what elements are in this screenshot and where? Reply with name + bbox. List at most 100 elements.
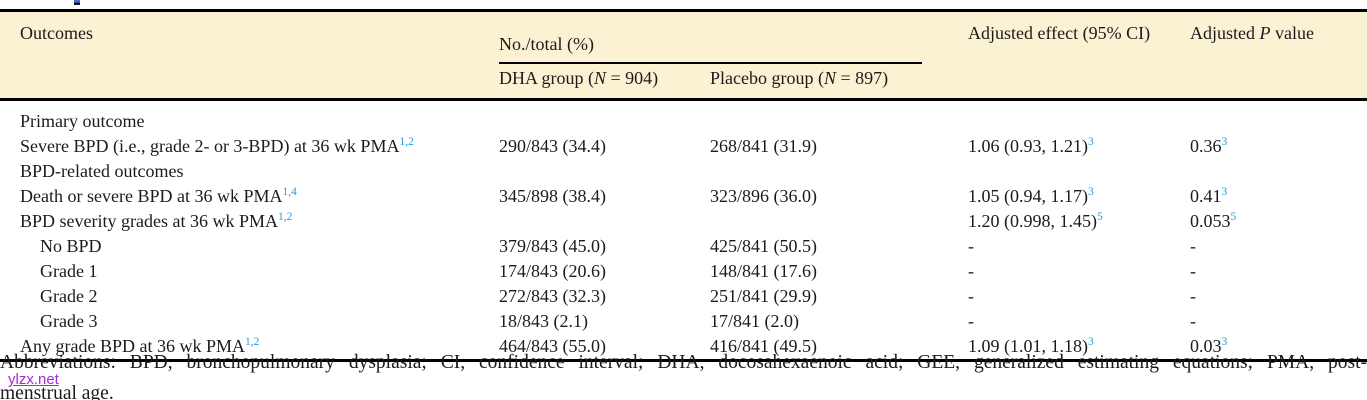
header-row-1: Outcomes No./total (%) Adjusted effect (… <box>0 10 1367 100</box>
table-row: Death or severe BPD at 36 wk PMA1,4 345/8… <box>0 184 1367 209</box>
placebo-group-post: = 897) <box>835 68 889 88</box>
abbreviations-note: Abbreviations: BPD, bronchopulmonary dys… <box>0 352 1367 400</box>
footnote-superscript: 1,2 <box>399 136 414 148</box>
watermark-link: ylzx.net <box>8 371 59 388</box>
abbreviations-line-1: Abbreviations: BPD, bronchopulmonary dys… <box>0 352 1367 373</box>
footnote-superscript: 3 <box>1221 136 1228 148</box>
footnote-superscript: 3 <box>1088 336 1094 348</box>
header-adjusted-effect: Adjusted effect (95% CI) <box>956 10 1181 100</box>
abbreviations-line-2: menstrual age. <box>0 383 114 400</box>
adjusted-effect-value: 1.05 (0.94, 1.17)3 <box>968 186 1094 206</box>
dha-value: 464/843 (55.0) <box>488 334 700 362</box>
outcome-label: Severe BPD (i.e., grade 2- or 3-BPD) at … <box>20 136 414 156</box>
dha-value: 345/898 (38.4) <box>499 186 606 206</box>
header-placebo-group: Placebo group (N = 897) <box>700 64 957 100</box>
outcome-label: BPD-related outcomes <box>20 161 184 181</box>
footnote-superscript: 5 <box>1097 211 1103 223</box>
adjusted-effect-value <box>956 159 1180 184</box>
dha-value: 290/843 (34.4) <box>499 136 606 156</box>
outcome-label: Grade 3 <box>40 311 98 331</box>
placebo-value <box>700 159 956 184</box>
table-row: Severe BPD (i.e., grade 2- or 3-BPD) at … <box>0 134 1367 159</box>
adjusted-p-post: value <box>1270 23 1314 43</box>
adjusted-p-value: - <box>1190 311 1197 331</box>
header-outcomes: Outcomes <box>0 10 488 100</box>
adjusted-p-italic: P <box>1259 23 1271 43</box>
placebo-value: 323/896 (36.0) <box>710 186 817 206</box>
dha-value <box>488 159 700 184</box>
adjusted-p-value <box>1180 98 1367 134</box>
dha-group-pre: DHA group ( <box>499 68 594 88</box>
adjusted-effect-value: 1.20 (0.998, 1.45)5 <box>968 211 1103 231</box>
adjusted-effect-value: - <box>968 286 975 306</box>
no-total-label: No./total (%) <box>499 34 594 54</box>
table-row: Grade 1 174/843 (20.6) 148/841 (17.6) - - <box>0 259 1367 284</box>
footnote-superscript: 3 <box>1088 136 1094 148</box>
outcome-label: Death or severe BPD at 36 wk PMA1,4 <box>20 186 297 206</box>
table-row: Grade 3 18/843 (2.1) 17/841 (2.0) - - <box>0 309 1367 334</box>
placebo-value: 148/841 (17.6) <box>710 261 817 281</box>
footnote-superscript: 1,2 <box>245 336 260 348</box>
adjusted-p-pre: Adjusted <box>1190 23 1260 43</box>
table-row: Any grade BPD at 36 wk PMA1,2 464/843 (55… <box>0 334 1367 362</box>
table-row: BPD-related outcomes <box>0 159 1367 184</box>
adjusted-effect-value <box>956 98 1181 134</box>
dha-value: 174/843 (20.6) <box>499 261 606 281</box>
table-row: Primary outcome <box>0 98 1367 134</box>
adjusted-p-value: - <box>1190 261 1197 281</box>
dha-group-post: = 904) <box>606 68 659 88</box>
adjusted-p-value: 0.0535 <box>1190 211 1237 231</box>
table-header: Outcomes No./total (%) Adjusted effect (… <box>0 10 1367 100</box>
adjusted-p-value: 0.033 <box>1180 334 1367 362</box>
footnote-superscript: 3 <box>1088 186 1094 198</box>
outcome-label: No BPD <box>40 236 102 256</box>
footnote-superscript: 3 <box>1221 336 1228 348</box>
adjusted-effect-value: - <box>968 261 975 281</box>
table-row: No BPD 379/843 (45.0) 425/841 (50.5) - - <box>0 234 1367 259</box>
adjusted-p-value: 0.363 <box>1190 136 1228 156</box>
placebo-group-italic: N <box>823 68 836 88</box>
header-no-total: No./total (%) <box>488 10 957 64</box>
cropped-text-fragment <box>74 0 80 5</box>
adjusted-effect-value: - <box>968 311 975 331</box>
placebo-value: 251/841 (29.9) <box>710 286 817 306</box>
placebo-group-pre: Placebo group ( <box>710 68 824 88</box>
table-body: Primary outcome Severe BPD (i.e., grade 2… <box>0 98 1367 362</box>
footnote-superscript: 5 <box>1230 211 1237 223</box>
outcomes-table: Outcomes No./total (%) Adjusted effect (… <box>0 9 1367 362</box>
dha-value: 18/843 (2.1) <box>499 311 588 331</box>
footnote-superscript: 1,2 <box>277 211 293 223</box>
dha-value: 379/843 (45.0) <box>499 236 606 256</box>
adjusted-p-value <box>1180 159 1367 184</box>
placebo-value: 416/841 (49.5) <box>700 334 957 362</box>
placebo-value: 17/841 (2.0) <box>710 311 799 331</box>
adjusted-effect-value: - <box>968 236 975 256</box>
adjusted-p-value: 0.413 <box>1190 186 1228 206</box>
adjusted-effect-value: 1.09 (1.01, 1.18)3 <box>956 334 1181 362</box>
dha-group-italic: N <box>594 68 607 88</box>
header-adjusted-p-value: Adjusted P value <box>1180 10 1367 100</box>
placebo-value <box>700 209 956 234</box>
footnote-superscript: 3 <box>1221 186 1228 198</box>
table-row: Grade 2 272/843 (32.3) 251/841 (29.9) - - <box>0 284 1367 309</box>
adjusted-p-value: - <box>1190 236 1197 256</box>
header-row-2: DHA group (N = 904) Placebo group (N = 8… <box>0 64 1367 100</box>
header-dha-group: DHA group (N = 904) <box>488 64 700 100</box>
dha-value <box>488 209 700 234</box>
placebo-value: 425/841 (50.5) <box>710 236 817 256</box>
adjusted-p-value: - <box>1190 286 1197 306</box>
placebo-value: 268/841 (31.9) <box>710 136 817 156</box>
outcome-label: Grade 2 <box>40 286 98 306</box>
outcome-label: BPD severity grades at 36 wk PMA1,2 <box>20 211 293 231</box>
dha-value: 272/843 (32.3) <box>499 286 606 306</box>
outcome-label: Any grade BPD at 36 wk PMA1,2 <box>0 334 488 362</box>
dha-value <box>488 98 700 134</box>
adjusted-effect-value: 1.06 (0.93, 1.21)3 <box>968 136 1094 156</box>
table-row: BPD severity grades at 36 wk PMA1,2 1.20 … <box>0 209 1367 234</box>
outcome-label: Primary outcome <box>0 98 488 134</box>
placebo-value <box>700 98 957 134</box>
footnote-superscript: 1,4 <box>282 186 297 198</box>
outcome-label: Grade 1 <box>40 261 98 281</box>
no-total-spanner: No./total (%) <box>499 34 923 64</box>
